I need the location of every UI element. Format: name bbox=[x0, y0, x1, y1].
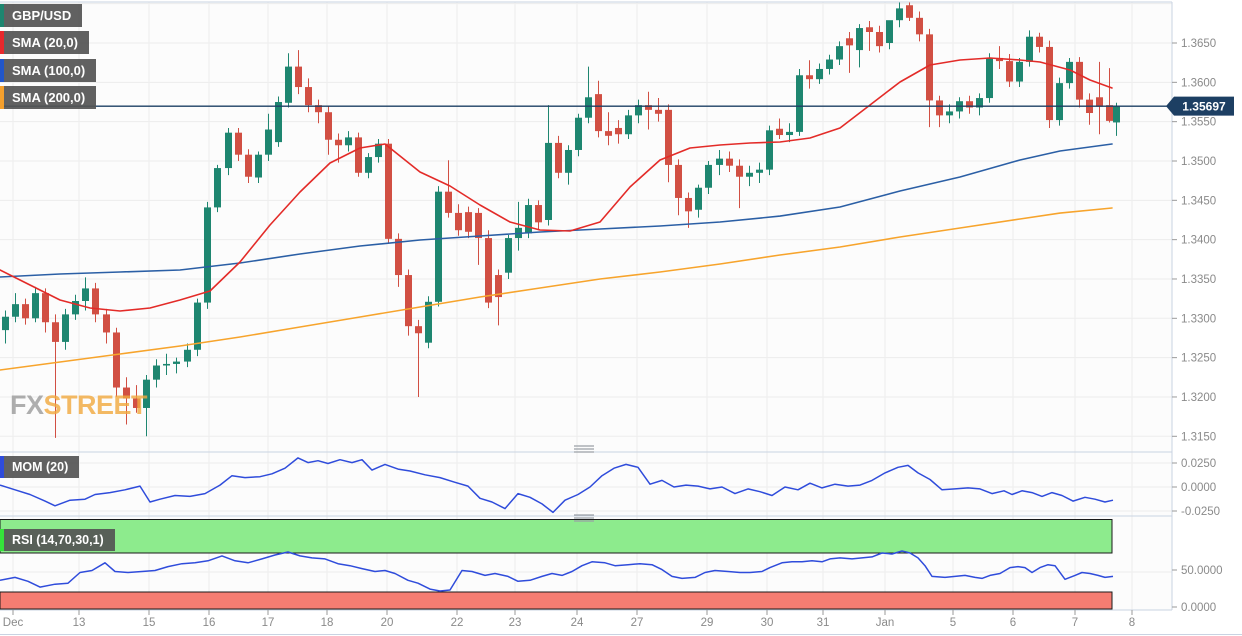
legend-momentum[interactable]: MOM (20) bbox=[0, 456, 80, 478]
time-tick-label: 7 bbox=[1072, 617, 1078, 629]
legend-sma200[interactable]: SMA (200,0) bbox=[0, 86, 97, 109]
time-tick-label: 24 bbox=[571, 617, 584, 629]
price-tick-label: 1.3450 bbox=[1181, 195, 1216, 207]
momentum-tick-label: 0.0250 bbox=[1181, 458, 1216, 470]
price-tick-label: 1.3550 bbox=[1181, 117, 1216, 129]
time-tick-label: 22 bbox=[451, 617, 464, 629]
legend-sma100-label: SMA (100,0) bbox=[12, 63, 86, 78]
panel-resize-handle-rsi[interactable] bbox=[574, 514, 594, 522]
candlesticks bbox=[2, 2, 1120, 438]
legend-sma100[interactable]: SMA (100,0) bbox=[0, 59, 97, 82]
rsi-overbought-band bbox=[0, 519, 1113, 554]
fxstreet-watermark: FXSTREET bbox=[10, 390, 148, 421]
price-tick-label: 1.3300 bbox=[1181, 313, 1216, 325]
price-axis[interactable]: 1.3650 1.3600 1.3550 1.3500 1.3450 1.3400 1.33… bbox=[1172, 38, 1223, 614]
price-tick-label: 1.3650 bbox=[1181, 38, 1216, 50]
legend-sma200-label: SMA (200,0) bbox=[12, 90, 86, 105]
momentum-tick-label: -0.0250 bbox=[1181, 506, 1220, 518]
time-tick-label: 13 bbox=[73, 617, 86, 629]
legend-sma20[interactable]: SMA (20,0) bbox=[0, 31, 89, 54]
price-tick-label: 1.3600 bbox=[1181, 77, 1216, 89]
current-price-badge: 1.35697 bbox=[1166, 96, 1234, 116]
time-tick-label: 20 bbox=[381, 617, 394, 629]
watermark-fx: FX bbox=[10, 390, 44, 420]
time-axis[interactable]: Dec 13 15 16 17 18 20 22 23 24 27 29 30 31 Jan 5 6 7 8 bbox=[3, 610, 1135, 629]
panel-resize-handle-momentum[interactable] bbox=[574, 445, 594, 453]
price-tick-label: 1.3500 bbox=[1181, 156, 1216, 168]
legend-instrument[interactable]: GBP/USD bbox=[0, 4, 83, 27]
time-tick-label: 8 bbox=[1129, 617, 1135, 629]
time-tick-label: 6 bbox=[1010, 617, 1016, 629]
legend-momentum-label: MOM (20) bbox=[12, 460, 69, 474]
legend-rsi-label: RSI (14,70,30,1) bbox=[12, 533, 104, 547]
rsi-tick-label: 0.0000 bbox=[1181, 602, 1216, 614]
sma200-line bbox=[0, 207, 1113, 371]
legend-sma20-label: SMA (20,0) bbox=[12, 35, 78, 50]
price-tick-label: 1.3350 bbox=[1181, 274, 1216, 286]
legend-instrument-label: GBP/USD bbox=[12, 8, 72, 23]
time-tick-label: Dec bbox=[3, 617, 24, 629]
time-tick-label: 31 bbox=[817, 617, 830, 629]
rsi-tick-label: 50.0000 bbox=[1181, 565, 1223, 577]
time-tick-label: Jan bbox=[876, 617, 895, 629]
time-tick-label: 16 bbox=[203, 617, 216, 629]
time-tick-label: 18 bbox=[321, 617, 334, 629]
price-gridlines bbox=[0, 3, 1172, 573]
plot-background bbox=[0, 2, 1172, 610]
time-tick-label: 5 bbox=[950, 617, 956, 629]
current-price-label: 1.35697 bbox=[1182, 99, 1226, 113]
time-tick-label: 15 bbox=[143, 617, 156, 629]
momentum-tick-label: 0.0000 bbox=[1181, 482, 1216, 494]
legend-rsi[interactable]: RSI (14,70,30,1) bbox=[0, 529, 115, 551]
time-tick-label: 29 bbox=[701, 617, 714, 629]
price-tick-label: 1.3250 bbox=[1181, 353, 1216, 365]
price-tick-label: 1.3400 bbox=[1181, 235, 1216, 247]
momentum-line bbox=[0, 457, 1114, 514]
time-tick-label: 27 bbox=[631, 617, 644, 629]
time-tick-label: 30 bbox=[761, 617, 774, 629]
rsi-line bbox=[0, 550, 1114, 592]
time-tick-label: 17 bbox=[262, 617, 275, 629]
price-tick-label: 1.3150 bbox=[1181, 431, 1216, 443]
sma20-line bbox=[0, 57, 1113, 312]
time-tick-label: 23 bbox=[509, 617, 522, 629]
vertical-gridlines bbox=[12, 2, 1133, 610]
price-tick-label: 1.3200 bbox=[1181, 392, 1216, 404]
rsi-oversold-band bbox=[0, 591, 1113, 610]
watermark-street: STREET bbox=[43, 390, 148, 420]
